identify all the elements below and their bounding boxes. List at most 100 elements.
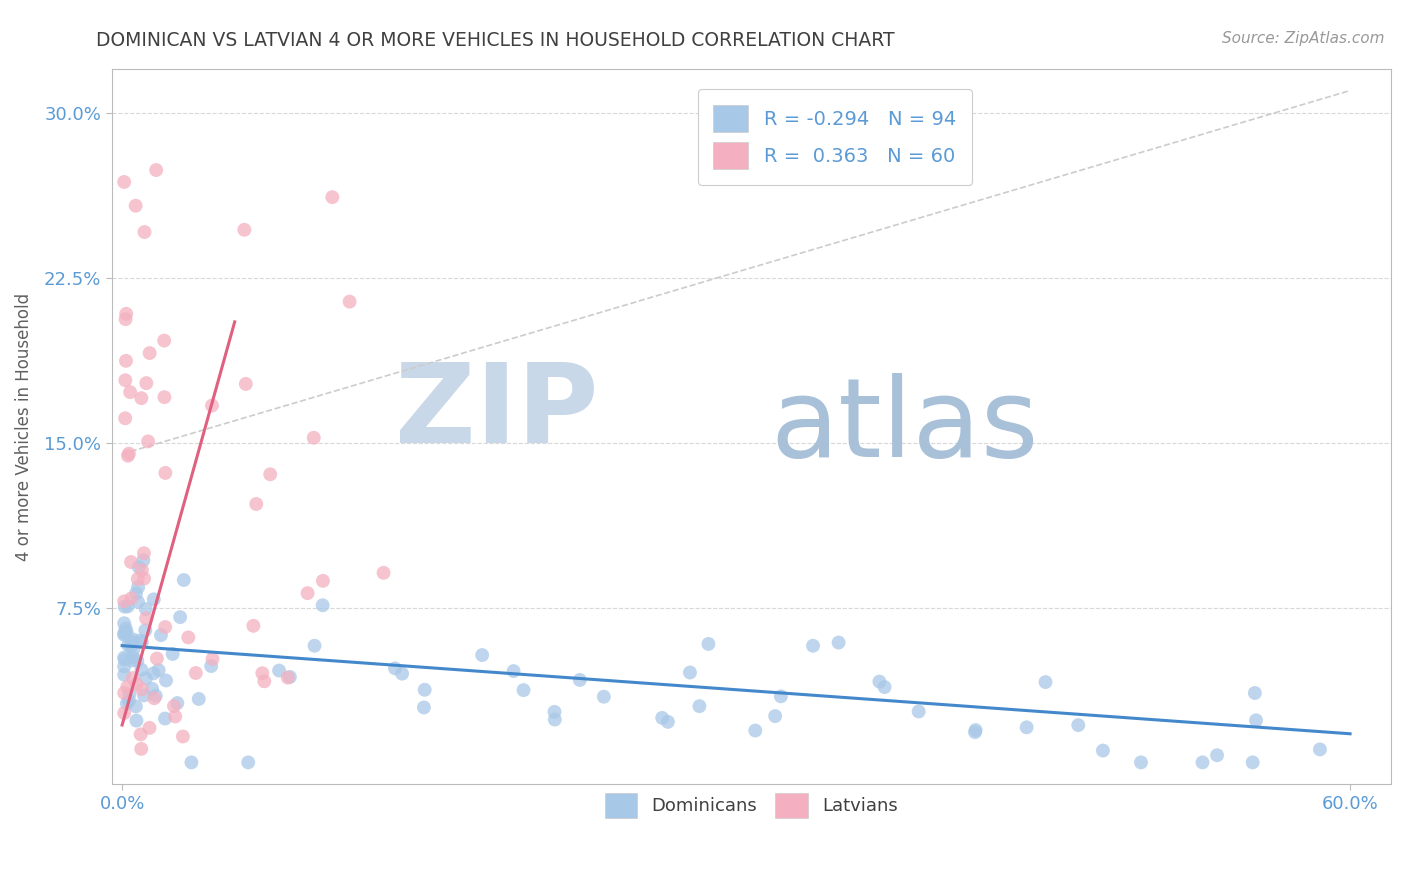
Point — [149, 628, 172, 642]
Point — [1244, 714, 1267, 728]
Point — [121, 653, 143, 667]
Point — [245, 497, 267, 511]
Point — [115, 697, 138, 711]
Point — [697, 637, 720, 651]
Point — [112, 628, 135, 642]
Point — [142, 592, 165, 607]
Point — [112, 650, 135, 665]
Point — [138, 346, 160, 360]
Point — [688, 699, 710, 714]
Point — [1067, 718, 1090, 732]
Point — [135, 376, 157, 391]
Point — [129, 727, 152, 741]
Point — [321, 190, 343, 204]
Point — [118, 688, 141, 702]
Point — [114, 622, 136, 636]
Point — [120, 591, 142, 606]
Point — [173, 573, 195, 587]
Point — [153, 620, 176, 634]
Point — [1015, 720, 1038, 734]
Point — [312, 574, 335, 588]
Point — [769, 690, 792, 704]
Point — [132, 689, 155, 703]
Point — [125, 699, 148, 714]
Point — [112, 616, 135, 631]
Point — [162, 647, 184, 661]
Point — [502, 664, 524, 678]
Y-axis label: 4 or more Vehicles in Household: 4 or more Vehicles in Household — [15, 293, 32, 560]
Text: ZIP: ZIP — [395, 359, 598, 466]
Point — [112, 175, 135, 189]
Point — [122, 650, 145, 665]
Point — [115, 625, 138, 640]
Point — [127, 572, 149, 586]
Point — [763, 709, 786, 723]
Point — [302, 431, 325, 445]
Point — [122, 642, 145, 657]
Point — [129, 633, 152, 648]
Point — [201, 652, 224, 666]
Point — [112, 667, 135, 681]
Point — [744, 723, 766, 738]
Point — [127, 654, 149, 668]
Point — [413, 682, 436, 697]
Point — [125, 714, 148, 728]
Text: atlas: atlas — [770, 373, 1039, 480]
Point — [127, 580, 149, 594]
Point — [141, 681, 163, 696]
Point — [544, 713, 567, 727]
Point — [131, 391, 153, 405]
Point — [120, 385, 142, 400]
Point — [163, 699, 186, 714]
Point — [277, 671, 299, 685]
Point — [117, 680, 139, 694]
Point — [117, 449, 139, 463]
Point — [512, 683, 534, 698]
Point — [543, 705, 565, 719]
Point — [235, 376, 257, 391]
Point — [112, 626, 135, 640]
Point — [125, 586, 148, 600]
Point — [373, 566, 395, 580]
Point — [131, 663, 153, 677]
Point — [115, 307, 138, 321]
Point — [233, 223, 256, 237]
Point — [145, 163, 167, 178]
Point — [118, 447, 141, 461]
Point — [155, 466, 177, 480]
Point — [128, 560, 150, 574]
Point — [148, 663, 170, 677]
Point — [118, 694, 141, 708]
Point — [153, 390, 176, 404]
Point — [592, 690, 614, 704]
Point — [135, 611, 157, 625]
Point — [120, 639, 142, 653]
Point — [122, 671, 145, 685]
Point — [242, 619, 264, 633]
Point — [146, 651, 169, 665]
Point — [129, 742, 152, 756]
Point — [145, 689, 167, 703]
Point — [153, 334, 176, 348]
Point — [114, 312, 136, 326]
Point — [134, 225, 156, 239]
Point — [568, 673, 591, 687]
Point — [679, 665, 702, 680]
Point — [201, 399, 224, 413]
Point — [1191, 756, 1213, 770]
Point — [1130, 756, 1153, 770]
Point — [259, 467, 281, 482]
Point — [965, 723, 987, 737]
Point — [166, 696, 188, 710]
Point — [1091, 743, 1114, 757]
Point — [132, 553, 155, 567]
Point — [1309, 742, 1331, 756]
Point — [132, 572, 155, 586]
Point — [413, 700, 436, 714]
Point — [297, 586, 319, 600]
Point — [136, 434, 159, 449]
Point — [868, 674, 890, 689]
Point — [122, 632, 145, 647]
Point — [657, 714, 679, 729]
Point — [180, 756, 202, 770]
